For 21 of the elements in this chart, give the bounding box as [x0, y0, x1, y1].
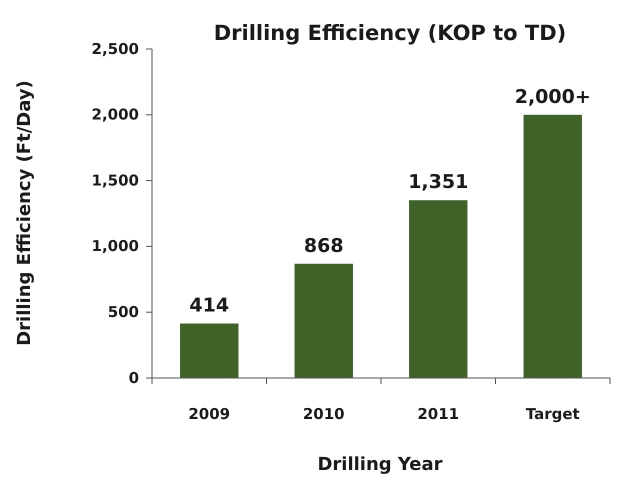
y-tick-label: 1,000: [92, 237, 139, 256]
x-tick-label: 2009: [188, 405, 230, 423]
data-label: 414: [189, 294, 230, 317]
chart-title: Drilling Efficiency (KOP to TD): [214, 21, 566, 45]
x-tick-label: 2010: [302, 405, 345, 423]
x-tick-label: Target: [526, 405, 580, 423]
bar: [180, 324, 238, 378]
y-tick-label: 500: [108, 303, 139, 321]
bar: [524, 114, 582, 378]
y-tick-label: 2,500: [92, 40, 139, 58]
data-label: 1,351: [408, 171, 468, 194]
data-label: 2,000+: [514, 86, 591, 108]
x-tick-label: 2011: [417, 405, 460, 423]
bar: [409, 200, 468, 378]
y-axis-title: Drilling Efficiency (Ft/Day): [14, 80, 35, 346]
y-tick-label: 2,000: [92, 106, 139, 124]
y-tick-label: 0: [128, 368, 139, 387]
bar: [294, 264, 353, 378]
y-tick-label: 1,500: [92, 171, 139, 190]
x-axis-title: Drilling Year: [317, 454, 443, 475]
data-label: 868: [304, 234, 344, 257]
